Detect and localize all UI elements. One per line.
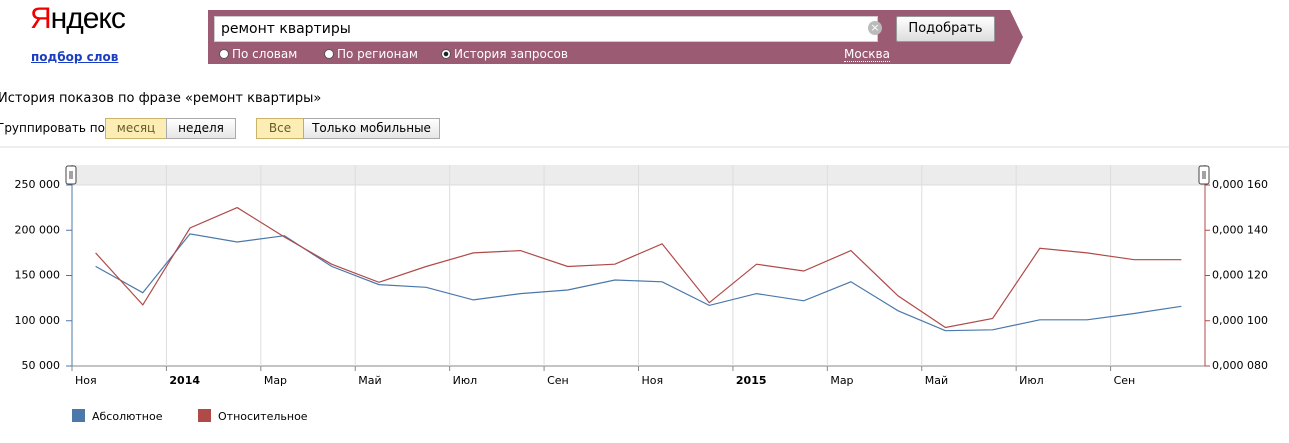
mode-radio[interactable]: По словам — [219, 47, 297, 61]
mode-label: По регионам — [337, 47, 418, 61]
logo[interactable]: Яндекс — [30, 2, 126, 35]
y2-tick-label: 0,000 160 — [1212, 178, 1268, 191]
x-tick-label: Мар — [830, 374, 853, 387]
x-tick-label: 2014 — [169, 374, 200, 387]
device-button[interactable]: Только мобильные — [303, 118, 440, 139]
y-tick-label: 250 000 — [15, 178, 61, 191]
logo-link[interactable]: подбор слов — [31, 50, 119, 64]
y-tick-label: 200 000 — [15, 223, 61, 236]
x-tick-label: Мар — [264, 374, 287, 387]
x-tick-label: Май — [358, 374, 381, 387]
group-label: Группировать по: — [0, 121, 110, 135]
legend-swatch — [72, 409, 85, 422]
y-tick-label: 150 000 — [15, 269, 61, 282]
series-line — [95, 206, 1182, 329]
group-button[interactable]: месяц — [105, 118, 167, 139]
x-tick-label: Июл — [1019, 374, 1044, 387]
x-tick-label: Июл — [453, 374, 478, 387]
mode-label: История запросов — [454, 47, 568, 61]
range-handle[interactable] — [65, 165, 77, 185]
y2-tick-label: 0,000 080 — [1212, 359, 1268, 372]
x-tick-label: Май — [925, 374, 948, 387]
legend-swatch — [198, 409, 211, 422]
range-handle[interactable] — [1198, 165, 1210, 185]
x-tick-label: Ноя — [642, 374, 664, 387]
range-navigator — [72, 165, 1205, 185]
y2-tick-label: 0,000 120 — [1212, 269, 1268, 282]
y-tick-label: 50 000 — [22, 359, 61, 372]
mode-radio[interactable]: По регионам — [324, 47, 418, 61]
submit-button[interactable]: Подобрать — [896, 16, 995, 42]
clear-button[interactable]: × — [868, 21, 882, 35]
x-tick-label: Ноя — [75, 374, 97, 387]
heading: История показов по фразе «ремонт квартир… — [0, 91, 322, 106]
legend-label: Абсолютное — [92, 410, 163, 423]
x-tick-label: 2015 — [736, 374, 767, 387]
search-bar-arrow — [1010, 10, 1023, 64]
mode-radio[interactable]: История запросов — [441, 47, 568, 61]
y-tick-label: 100 000 — [15, 314, 61, 327]
device-button[interactable]: Все — [256, 118, 304, 139]
y2-tick-label: 0,000 140 — [1212, 223, 1268, 236]
series-line — [95, 233, 1182, 332]
legend-label: Относительное — [218, 410, 308, 423]
mode-label: По словам — [232, 47, 298, 61]
region-link[interactable]: Москва — [844, 47, 890, 62]
search-input[interactable]: ремонт квартиры — [214, 16, 878, 42]
x-tick-label: Сен — [1114, 374, 1136, 387]
group-button[interactable]: неделя — [166, 118, 236, 139]
y2-tick-label: 0,000 100 — [1212, 314, 1268, 327]
x-tick-label: Сен — [547, 374, 569, 387]
